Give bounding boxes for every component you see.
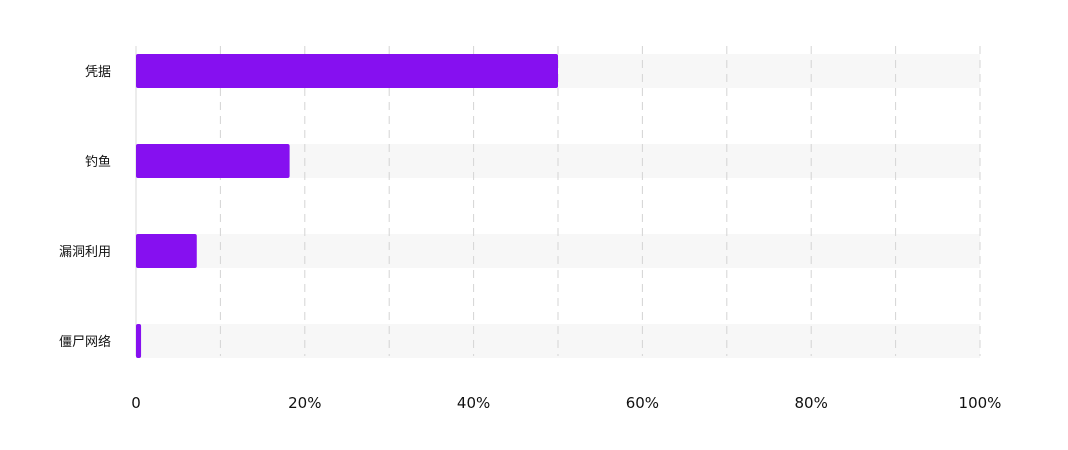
- x-tick-label: 20%: [288, 394, 321, 412]
- gridlines: [219, 46, 981, 356]
- category-label: 凭据: [85, 65, 111, 80]
- bar: [136, 144, 290, 178]
- bars: [136, 54, 558, 358]
- x-tick-label: 100%: [959, 394, 1002, 412]
- x-tick-label: 60%: [626, 394, 659, 412]
- bar: [136, 234, 197, 268]
- category-label: 僵尸网络: [59, 334, 111, 350]
- x-tick-label: 80%: [795, 394, 828, 412]
- bar: [136, 54, 558, 88]
- x-tick-label: 40%: [457, 394, 490, 412]
- category-label: 钓鱼: [85, 154, 111, 170]
- x-tick-labels: 0 20% 40% 60% 80% 100%: [131, 394, 1001, 412]
- category-label: 漏洞利用: [59, 244, 111, 260]
- bar: [136, 324, 142, 358]
- x-tick-label: 0: [131, 394, 141, 412]
